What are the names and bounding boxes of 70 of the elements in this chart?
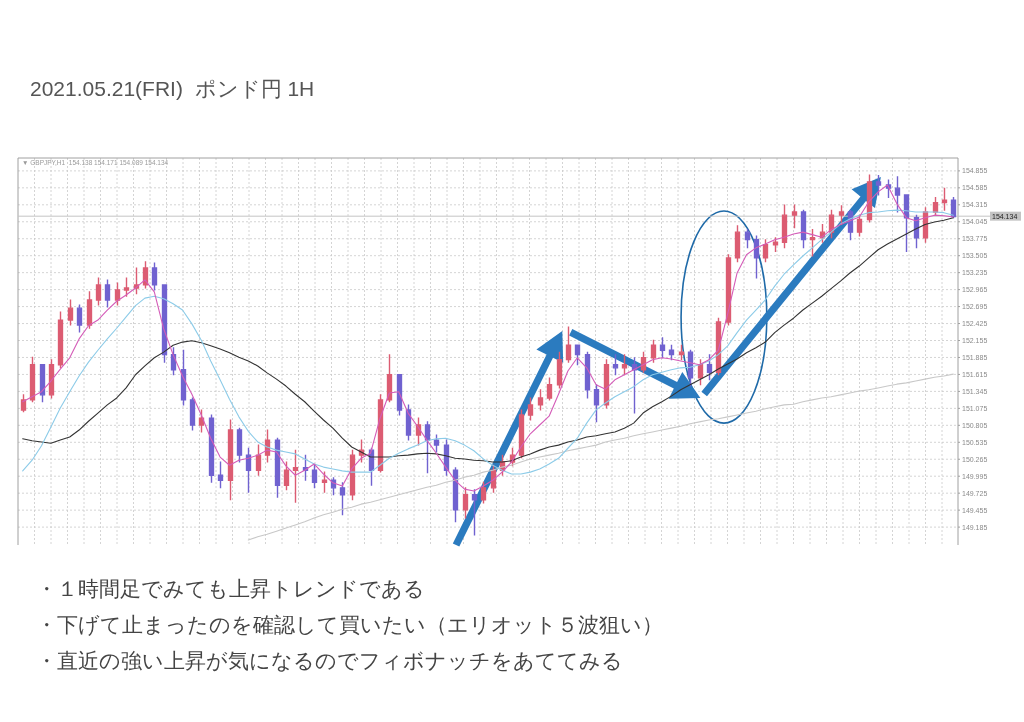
candlestick <box>537 388 544 412</box>
candlestick <box>104 278 111 309</box>
candlestick <box>311 464 318 490</box>
candlestick <box>321 470 328 494</box>
candlestick <box>95 276 102 307</box>
candlestick <box>734 224 741 263</box>
candlestick <box>838 204 845 226</box>
candlestick <box>292 448 299 504</box>
candlestick <box>245 447 252 494</box>
candlestick <box>903 193 910 253</box>
candlestick <box>753 234 760 280</box>
candlestick <box>274 437 281 499</box>
candlestick <box>565 325 572 364</box>
candlestick <box>875 174 882 197</box>
candlestick <box>302 453 309 482</box>
candlestick <box>556 350 563 390</box>
candlestick <box>255 443 262 477</box>
candlestick <box>208 413 215 484</box>
candlestick <box>471 488 478 537</box>
candlestick <box>659 336 666 359</box>
candlestick <box>386 353 393 403</box>
candlestick <box>650 338 657 364</box>
candlestick <box>198 408 205 434</box>
candlestick <box>574 344 581 366</box>
candlestick <box>424 420 431 474</box>
candlestick <box>452 466 459 523</box>
candlestick <box>631 356 638 415</box>
candlestick <box>527 396 534 422</box>
candlestick <box>57 310 64 370</box>
candlestick <box>621 353 628 376</box>
text: ・直近の強い上昇が気になるのでフィボナッチをあててみる <box>36 649 623 672</box>
candlestick <box>180 349 187 407</box>
candlestick <box>744 228 751 250</box>
candlestick <box>236 426 243 464</box>
candlestick <box>86 290 93 330</box>
candlestick <box>151 261 158 292</box>
candlestick <box>39 363 46 403</box>
candlestick <box>941 186 948 212</box>
candlestick <box>123 276 130 298</box>
candlestick <box>20 393 27 414</box>
candlestick <box>809 228 816 258</box>
candlestick <box>189 396 196 432</box>
candlestick <box>584 350 591 400</box>
text: ・下げて止まったのを確認して買いたい（エリオット５波狙い） <box>36 613 663 636</box>
candlestick <box>791 203 798 229</box>
candlestick <box>76 303 83 334</box>
text: ・１時間足でみても上昇トレンドである <box>36 577 425 600</box>
candlestick <box>142 260 149 290</box>
candlestick <box>894 175 901 214</box>
candlestick <box>283 460 290 491</box>
candlestick <box>546 376 553 402</box>
candlestick <box>781 203 788 250</box>
candlestick <box>462 486 469 520</box>
candlestick <box>678 344 685 361</box>
candlestick <box>227 418 234 501</box>
candlestick <box>612 353 619 376</box>
candlestick <box>762 238 769 263</box>
candlestick <box>593 383 600 424</box>
candlestick <box>706 353 713 381</box>
candlestick <box>800 208 807 250</box>
candlestick <box>339 481 346 517</box>
candlestick <box>67 298 74 327</box>
candlestick <box>217 460 224 490</box>
candlestick <box>480 480 487 505</box>
candlestick <box>114 281 121 307</box>
candlestick <box>433 433 440 454</box>
candlestick <box>48 358 55 400</box>
candlestick <box>772 236 779 253</box>
chart-title: 2021.05.21(FRI) ポンド円 1H <box>30 77 315 100</box>
candlestick <box>29 355 36 403</box>
